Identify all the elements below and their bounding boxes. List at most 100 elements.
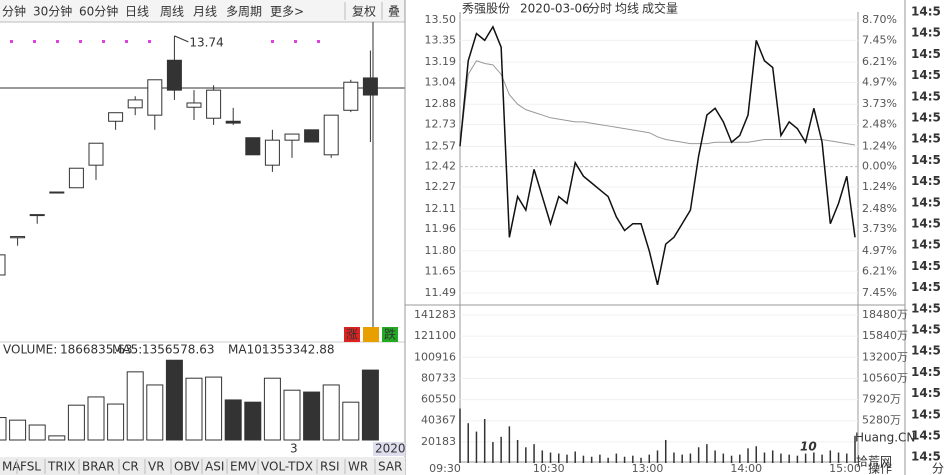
volume-right-tick: 15840万 <box>862 329 908 342</box>
pct-tick-label: 1.24% <box>862 139 897 152</box>
ma-value: 1356578.63 <box>142 343 215 357</box>
indicator-tab[interactable]: WR <box>348 460 368 474</box>
volume-right-tick: 5280万 <box>862 414 901 427</box>
pct-tick-label: 1.24% <box>862 180 897 193</box>
time-tick-label: 09:30 <box>429 462 461 475</box>
volume-tick-label: 20183 <box>421 435 456 448</box>
chart-header: 成交量 <box>642 1 678 16</box>
indicator-tab[interactable]: VR <box>148 460 165 474</box>
y-tick-label: 12.88 <box>425 97 457 110</box>
button-label[interactable]: 跌 <box>384 327 396 342</box>
y-tick-label: 12.73 <box>425 118 457 131</box>
trade-time: 14:5 <box>911 111 941 125</box>
pct-tick-label: 6.21% <box>862 264 897 277</box>
signal-dots <box>10 40 320 43</box>
timeframe-tab[interactable]: 多周期 <box>226 5 262 19</box>
timeframe-tab[interactable]: 分钟 <box>2 4 26 19</box>
indicator-tab[interactable]: ASI <box>205 460 224 474</box>
watermark-number: 10 <box>800 440 817 454</box>
volume-tick-label: 141283 <box>414 308 456 321</box>
timeframe-tab[interactable]: 日线 <box>125 5 149 19</box>
date-highlight <box>373 442 405 456</box>
trade-time: 14:5 <box>911 429 941 443</box>
rise-button[interactable] <box>344 327 360 342</box>
timeframe-tab[interactable]: 更多> <box>270 5 304 19</box>
ma-value: 1353342.88 <box>262 343 335 357</box>
trade-time: 14:5 <box>911 365 941 379</box>
volume-bar <box>361 369 379 441</box>
indicator-tab[interactable]: OBV <box>174 460 200 474</box>
indicator-tab[interactable]: CR <box>122 460 139 474</box>
volume-right-tick: 10560万 <box>862 371 908 384</box>
volume-label: VOLUME: <box>3 343 57 357</box>
time-tick-label: 13:00 <box>632 462 664 475</box>
volume-bar <box>48 435 66 441</box>
candle-body <box>88 142 104 166</box>
footer-label: 分 <box>932 462 944 475</box>
y-tick-label: 11.65 <box>425 264 457 277</box>
indicator-tab[interactable]: MA <box>2 460 21 474</box>
date-label: 2020 <box>375 442 406 456</box>
date-label: 3 <box>290 442 298 456</box>
y-tick-label: 13.19 <box>425 55 457 68</box>
y-tick-label: 11.49 <box>425 286 457 299</box>
y-tick-label: 12.42 <box>425 160 457 173</box>
volume-bar <box>322 384 340 441</box>
volume-right-tick: 13200万 <box>862 350 908 363</box>
toolbar-button[interactable]: 复权 <box>352 5 376 19</box>
pct-tick-label: 2.48% <box>862 202 897 215</box>
volume-bar <box>67 404 85 441</box>
trade-time: 14:5 <box>911 132 941 146</box>
time-tick-label: 15:00 <box>829 462 861 475</box>
candle-body <box>29 214 45 217</box>
trade-time: 14:5 <box>911 323 941 337</box>
indicator-tab[interactable]: BRAR <box>82 460 115 474</box>
candle-body <box>304 129 320 143</box>
pct-tick-label: 2.48% <box>862 118 897 131</box>
volume-bar <box>283 389 301 441</box>
candle-body <box>166 59 182 91</box>
toolbar-bg <box>0 0 405 22</box>
indicator-tab[interactable]: RSI <box>320 460 340 474</box>
y-tick-label: 13.50 <box>425 13 457 26</box>
indicator-tab[interactable]: TRIX <box>47 460 75 474</box>
volume-bar <box>303 391 321 441</box>
trade-time: 14:5 <box>911 259 941 273</box>
volume-bar <box>107 403 125 441</box>
indicator-tab[interactable]: FSL <box>20 460 41 474</box>
candle-body <box>225 120 241 124</box>
indicator-tab[interactable]: EMV <box>230 460 257 474</box>
trade-time: 14:5 <box>911 89 941 103</box>
pct-tick-label: 0.00% <box>862 160 897 173</box>
toolbar-button[interactable]: 叠 <box>388 5 400 19</box>
mode-button[interactable] <box>363 327 379 342</box>
volume-bar <box>87 396 105 441</box>
volume-tick-label: 40367 <box>421 414 456 427</box>
price-line <box>459 25 856 286</box>
pct-tick-label: 4.97% <box>862 75 897 88</box>
fall-button[interactable] <box>382 327 398 342</box>
ma-label: MA10: <box>228 343 266 357</box>
timeframe-tab[interactable]: 月线 <box>193 5 217 19</box>
pct-tick-label: 3.73% <box>862 222 897 235</box>
candle-body <box>245 137 261 156</box>
pct-tick-label: 8.70% <box>862 13 897 26</box>
timeframe-tab[interactable]: 周线 <box>160 5 184 19</box>
trade-time: 14:5 <box>911 47 941 61</box>
trade-time: 14:5 <box>911 238 941 252</box>
volume-bar <box>263 377 281 441</box>
candle-body <box>264 139 280 166</box>
trade-time: 14:5 <box>911 174 941 188</box>
ma-label: MA5: <box>112 343 142 357</box>
trade-time: 14:5 <box>911 280 941 294</box>
chart-header: 秀强股份 <box>462 2 510 16</box>
trade-time: 14:5 <box>911 450 941 464</box>
pct-tick-label: 7.45% <box>862 33 897 46</box>
volume-bar <box>146 384 164 441</box>
timeframe-tab[interactable]: 60分钟 <box>79 4 118 19</box>
indicator-tab[interactable]: SAR <box>378 460 402 474</box>
footer-label[interactable]: 操作 <box>868 461 892 475</box>
indicator-tab[interactable]: VOL-TDX <box>261 460 313 474</box>
timeframe-tab[interactable]: 30分钟 <box>33 4 72 19</box>
button-label[interactable]: 涨 <box>346 327 358 342</box>
